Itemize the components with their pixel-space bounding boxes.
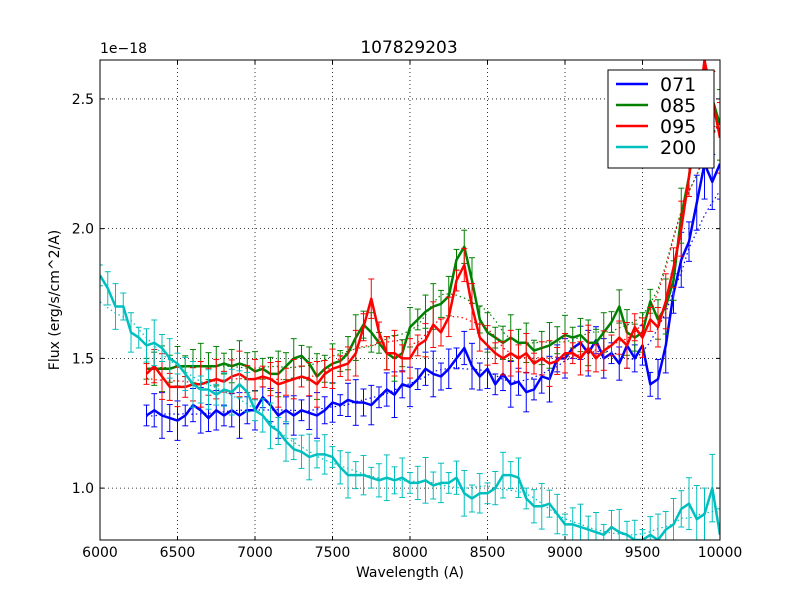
y-tick-label: 1.5 (72, 351, 94, 367)
x-tick-label: 10000 (698, 545, 743, 561)
series-071-line (145, 162, 720, 422)
x-tick-label: 8000 (392, 545, 428, 561)
series-200-line (100, 274, 720, 540)
y-tick-label: 1.0 (72, 481, 94, 497)
axis-ticks: 6000 6500 7000 7500 8000 8500 9000 9500 10000 1.0… (72, 60, 743, 561)
legend-label-200: 200 (660, 137, 696, 159)
x-tick-label: 6500 (160, 545, 196, 561)
x-tick-label: 7500 (315, 545, 351, 561)
legend-box (607, 69, 715, 169)
series-200 (100, 264, 720, 540)
legend-label-071: 071 (660, 74, 696, 96)
y-tick-label: 2.5 (72, 92, 94, 108)
y-axis-offset-label: 1e−18 (100, 41, 147, 57)
legend-label-095: 095 (660, 116, 696, 138)
x-tick-label: 7000 (237, 545, 273, 561)
y-axis-label: Flux (erg/s/cm^2/A) (47, 230, 63, 370)
chart-title: 107829203 (360, 38, 457, 58)
x-axis-label: Wavelength (A) (356, 565, 464, 581)
x-tick-label: 9500 (625, 545, 661, 561)
series-095-line (145, 60, 720, 389)
x-tick-label: 6000 (82, 545, 118, 561)
x-tick-label: 8500 (470, 545, 506, 561)
x-tick-label: 9000 (547, 545, 583, 561)
legend-label-085: 085 (660, 95, 696, 117)
y-tick-label: 2.0 (72, 222, 94, 238)
